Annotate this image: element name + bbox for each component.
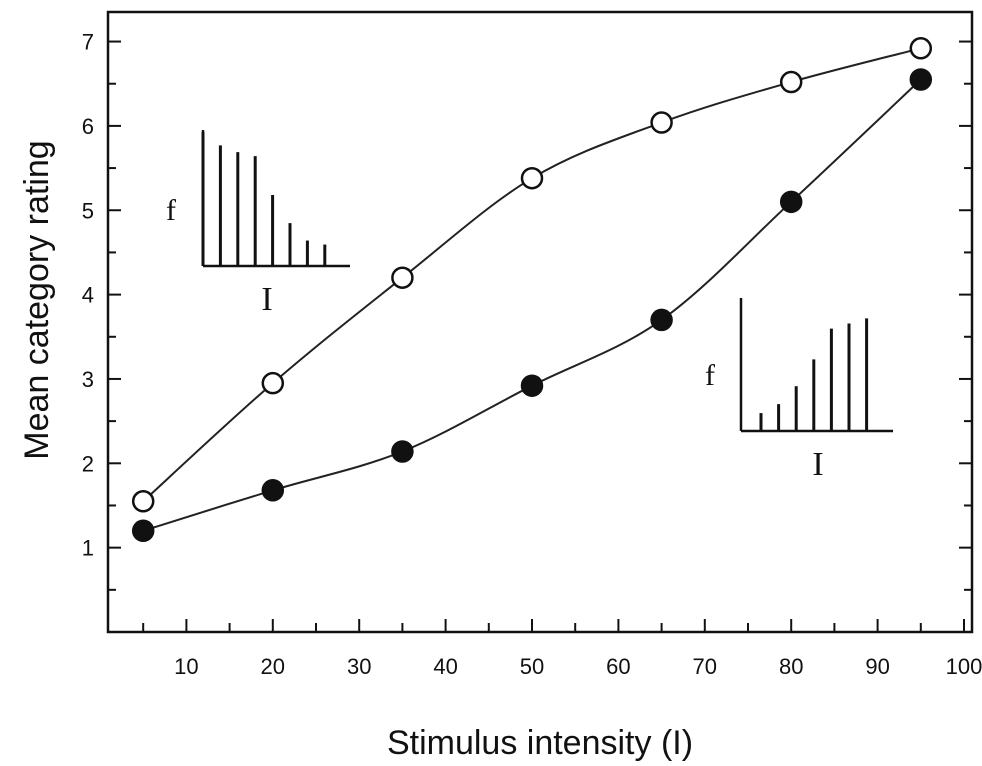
- fit-curve-series-2: [142, 78, 922, 532]
- y-tick-label: 4: [82, 283, 94, 308]
- x-tick-label: 60: [606, 654, 630, 679]
- filled-point: [131, 519, 155, 543]
- x-tick-label: 90: [865, 654, 889, 679]
- open-point: [261, 371, 285, 395]
- filled-point: [779, 190, 803, 214]
- data-points: [131, 37, 933, 543]
- y-tick-label: 2: [82, 451, 94, 476]
- y-tick-label: 7: [82, 30, 94, 55]
- open-point: [909, 37, 933, 60]
- inset-upper-left: fI: [166, 130, 350, 318]
- inset-i-label: I: [261, 281, 272, 318]
- open-point: [650, 111, 673, 134]
- inset-f-label: f: [705, 359, 715, 392]
- x-tick-label: 20: [261, 654, 285, 679]
- x-tick-label: 70: [693, 654, 717, 679]
- x-tick-label: 100: [946, 654, 982, 679]
- filled-point: [391, 440, 414, 463]
- filled-point: [909, 68, 933, 91]
- plot-frame: [106, 10, 974, 634]
- open-point: [391, 266, 414, 289]
- x-tick-label: 40: [433, 654, 457, 679]
- inset-lower-right: fI: [705, 298, 893, 483]
- y-tick-label: 5: [82, 198, 94, 223]
- x-tick-label: 50: [520, 654, 544, 679]
- x-axis-ticks: 10 20 30 40 50 60 70 80 90 100: [142, 619, 982, 679]
- inset-i-label: I: [812, 446, 823, 483]
- open-point: [131, 490, 155, 513]
- open-point: [520, 166, 544, 190]
- inset-f-label: f: [166, 194, 176, 227]
- x-tick-label: 30: [347, 654, 371, 679]
- fit-curves: [142, 47, 922, 532]
- x-tick-label: 80: [779, 654, 803, 679]
- y-tick-label: 3: [82, 367, 94, 392]
- filled-point: [520, 374, 544, 397]
- filled-point: [261, 479, 285, 502]
- filled-point: [650, 308, 673, 332]
- x-axis-title: Stimulus intensity (I): [387, 724, 693, 762]
- y-axis-title: Mean category rating: [18, 140, 56, 459]
- fit-curve-series-1: [142, 47, 922, 503]
- open-point: [779, 70, 803, 94]
- y-tick-label: 6: [82, 114, 94, 139]
- y-tick-label: 1: [82, 536, 94, 561]
- y-axis-ticks: 1 2 3 4 5 6 7: [82, 30, 972, 591]
- x-tick-label: 10: [174, 654, 198, 679]
